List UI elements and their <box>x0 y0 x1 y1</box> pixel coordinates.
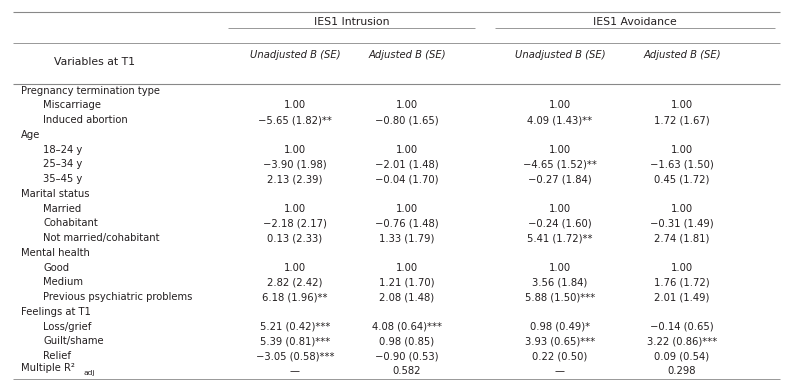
Text: 1.00: 1.00 <box>671 263 693 272</box>
Text: 1.00: 1.00 <box>396 263 418 272</box>
Text: IES1 Avoidance: IES1 Avoidance <box>593 17 677 26</box>
Text: −2.18 (2.17): −2.18 (2.17) <box>263 218 327 228</box>
Text: 1.00: 1.00 <box>671 100 693 110</box>
Text: Unadjusted B (SE): Unadjusted B (SE) <box>515 50 605 60</box>
Text: Induced abortion: Induced abortion <box>43 115 128 125</box>
Text: 1.00: 1.00 <box>396 145 418 155</box>
Text: 4.09 (1.43)**: 4.09 (1.43)** <box>527 115 592 125</box>
Text: Variables at T1: Variables at T1 <box>55 57 135 67</box>
Text: 3.56 (1.84): 3.56 (1.84) <box>532 277 588 288</box>
Text: 35–45 y: 35–45 y <box>43 174 82 184</box>
Text: 2.01 (1.49): 2.01 (1.49) <box>654 292 710 302</box>
Text: 3.22 (0.86)***: 3.22 (0.86)*** <box>647 336 717 346</box>
Text: Relief: Relief <box>43 351 71 361</box>
Text: Medium: Medium <box>43 277 83 288</box>
Text: −5.65 (1.82)**: −5.65 (1.82)** <box>258 115 332 125</box>
Text: −0.04 (1.70): −0.04 (1.70) <box>375 174 439 184</box>
Text: 1.00: 1.00 <box>284 263 306 272</box>
Text: 3.93 (0.65)***: 3.93 (0.65)*** <box>525 336 595 346</box>
Text: 0.582: 0.582 <box>393 366 421 376</box>
Text: −0.90 (0.53): −0.90 (0.53) <box>375 351 439 361</box>
Text: 1.00: 1.00 <box>549 145 571 155</box>
Text: −1.63 (1.50): −1.63 (1.50) <box>650 159 714 170</box>
Text: 1.00: 1.00 <box>671 204 693 214</box>
Text: −3.05 (0.58)***: −3.05 (0.58)*** <box>256 351 334 361</box>
Text: 1.00: 1.00 <box>671 145 693 155</box>
Text: 2.08 (1.48): 2.08 (1.48) <box>379 292 435 302</box>
Text: 1.00: 1.00 <box>549 204 571 214</box>
Text: 0.45 (1.72): 0.45 (1.72) <box>654 174 710 184</box>
Text: −0.14 (0.65): −0.14 (0.65) <box>650 322 714 332</box>
Text: 1.33 (1.79): 1.33 (1.79) <box>379 233 435 243</box>
Text: 1.72 (1.67): 1.72 (1.67) <box>654 115 710 125</box>
Text: 1.00: 1.00 <box>396 100 418 110</box>
Text: Miscarriage: Miscarriage <box>43 100 101 110</box>
Text: −0.31 (1.49): −0.31 (1.49) <box>650 218 714 228</box>
Text: 1.21 (1.70): 1.21 (1.70) <box>379 277 435 288</box>
Text: Previous psychiatric problems: Previous psychiatric problems <box>43 292 192 302</box>
Text: 4.08 (0.64)***: 4.08 (0.64)*** <box>372 322 442 332</box>
Text: −0.27 (1.84): −0.27 (1.84) <box>528 174 592 184</box>
Text: 6.18 (1.96)**: 6.18 (1.96)** <box>262 292 328 302</box>
Text: Pregnancy termination type: Pregnancy termination type <box>21 86 160 96</box>
Text: 1.00: 1.00 <box>284 204 306 214</box>
Text: —: — <box>290 366 300 376</box>
Text: adj: adj <box>83 370 94 377</box>
Text: 1.00: 1.00 <box>549 100 571 110</box>
Text: 5.39 (0.81)***: 5.39 (0.81)*** <box>260 336 330 346</box>
Text: Marital status: Marital status <box>21 189 89 199</box>
Text: 0.98 (0.85): 0.98 (0.85) <box>379 336 435 346</box>
Text: −2.01 (1.48): −2.01 (1.48) <box>375 159 439 170</box>
Text: 1.00: 1.00 <box>549 263 571 272</box>
Text: −0.76 (1.48): −0.76 (1.48) <box>375 218 439 228</box>
Text: −4.65 (1.52)**: −4.65 (1.52)** <box>523 159 597 170</box>
Text: Loss/grief: Loss/grief <box>43 322 91 332</box>
Text: —: — <box>555 366 565 376</box>
Text: 5.21 (0.42)***: 5.21 (0.42)*** <box>260 322 330 332</box>
Text: Married: Married <box>43 204 82 214</box>
Text: 0.13 (2.33): 0.13 (2.33) <box>268 233 322 243</box>
Text: 0.09 (0.54): 0.09 (0.54) <box>654 351 710 361</box>
Text: Feelings at T1: Feelings at T1 <box>21 307 91 317</box>
Text: 18–24 y: 18–24 y <box>43 145 82 155</box>
Text: Unadjusted B (SE): Unadjusted B (SE) <box>249 50 341 60</box>
Text: 1.00: 1.00 <box>396 204 418 214</box>
Text: −3.90 (1.98): −3.90 (1.98) <box>263 159 327 170</box>
Text: 5.41 (1.72)**: 5.41 (1.72)** <box>527 233 592 243</box>
Text: 1.00: 1.00 <box>284 145 306 155</box>
Text: Adjusted B (SE): Adjusted B (SE) <box>368 50 446 60</box>
Text: Adjusted B (SE): Adjusted B (SE) <box>643 50 721 60</box>
Text: 0.22 (0.50): 0.22 (0.50) <box>532 351 588 361</box>
Text: −0.24 (1.60): −0.24 (1.60) <box>528 218 592 228</box>
Text: IES1 Intrusion: IES1 Intrusion <box>314 17 389 26</box>
Text: 1.76 (1.72): 1.76 (1.72) <box>654 277 710 288</box>
Text: 0.98 (0.49)*: 0.98 (0.49)* <box>530 322 590 332</box>
Text: Age: Age <box>21 130 40 140</box>
Text: 5.88 (1.50)***: 5.88 (1.50)*** <box>525 292 595 302</box>
Text: Cohabitant: Cohabitant <box>43 218 97 228</box>
Text: Multiple R²: Multiple R² <box>21 363 75 373</box>
Text: Guilt/shame: Guilt/shame <box>43 336 104 346</box>
Text: Good: Good <box>43 263 69 272</box>
Text: 1.00: 1.00 <box>284 100 306 110</box>
Text: Not married/cohabitant: Not married/cohabitant <box>43 233 159 243</box>
Text: 0.298: 0.298 <box>668 366 696 376</box>
Text: 2.13 (2.39): 2.13 (2.39) <box>268 174 322 184</box>
Text: 25–34 y: 25–34 y <box>43 159 82 170</box>
Text: Mental health: Mental health <box>21 248 89 258</box>
Text: 2.74 (1.81): 2.74 (1.81) <box>654 233 710 243</box>
Text: −0.80 (1.65): −0.80 (1.65) <box>375 115 439 125</box>
Text: 2.82 (2.42): 2.82 (2.42) <box>268 277 322 288</box>
